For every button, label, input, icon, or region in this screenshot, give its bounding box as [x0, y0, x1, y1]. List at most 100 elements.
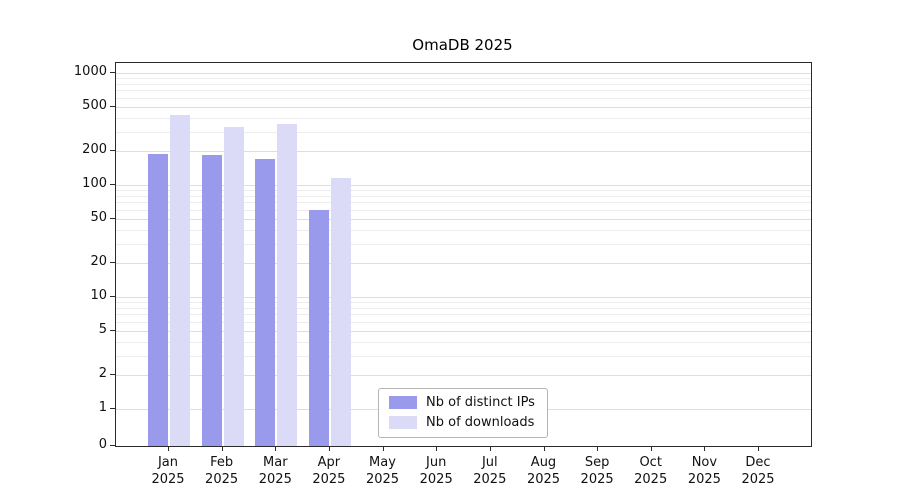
x-tick-year: 2025: [151, 472, 185, 488]
gridline: [116, 78, 811, 80]
gridline: [116, 355, 811, 357]
gridline: [116, 302, 811, 304]
x-tick-year: 2025: [687, 472, 721, 488]
y-tick-label-1: 1: [98, 400, 107, 415]
x-tick-label-nov: Nov 2025: [672, 454, 736, 488]
y-tickmark: [110, 408, 115, 409]
bar-nb-of-downloads-mar: [277, 124, 298, 446]
y-tickmark: [110, 72, 115, 73]
x-tick-month: Nov: [691, 455, 718, 470]
gridline: [116, 307, 811, 309]
x-tickmark: [650, 446, 652, 451]
x-tick-month: Jul: [481, 455, 498, 470]
plot-area: [115, 62, 812, 447]
y-tickmark: [110, 150, 115, 152]
y-tick-label-10: 10: [90, 288, 107, 303]
x-tickmark: [168, 446, 169, 451]
x-tick-year: 2025: [258, 472, 292, 488]
y-tick-label-0: 0: [98, 437, 107, 452]
gridline: [116, 229, 811, 231]
gridline: [116, 341, 811, 343]
x-tickmark: [704, 446, 706, 451]
x-tickmark: [758, 446, 759, 451]
y-tickmark: [110, 217, 115, 219]
y-tickmark: [110, 184, 115, 185]
x-tick-year: 2025: [205, 472, 239, 488]
x-tick-year: 2025: [365, 472, 400, 488]
x-tick-year: 2025: [312, 472, 346, 488]
gridline: [116, 185, 811, 186]
x-tick-label-aug: Aug 2025: [512, 454, 576, 488]
gridline: [116, 131, 811, 133]
gridline: [116, 209, 811, 211]
gridline: [116, 243, 811, 245]
x-tick-label-jul: Jul 2025: [458, 454, 522, 488]
x-tick-month: Aug: [530, 455, 557, 470]
legend-label-downloads: Nb of downloads: [426, 415, 535, 430]
x-tick-year: 2025: [634, 472, 668, 488]
y-tick-label-500: 500: [82, 97, 107, 113]
x-tick-label-oct: Oct 2025: [619, 454, 683, 488]
gridline: [116, 190, 811, 192]
y-tickmark: [110, 296, 115, 297]
gridline: [116, 321, 811, 323]
legend-swatch-distinct-ips: [389, 396, 417, 409]
x-tickmark: [275, 446, 277, 451]
x-tickmark: [382, 446, 384, 451]
x-tickmark: [489, 446, 491, 451]
gridline: [116, 106, 811, 108]
y-tickmark: [110, 445, 115, 446]
x-tickmark: [221, 446, 223, 451]
y-tickmark: [110, 374, 115, 376]
bar-nb-of-downloads-apr: [330, 178, 351, 446]
y-tick-label-20: 20: [90, 254, 107, 270]
legend: Nb of distinct IPs Nb of downloads: [378, 388, 548, 438]
legend-label-distinct-ips: Nb of distinct IPs: [426, 395, 535, 410]
x-tick-month: Jan: [157, 455, 179, 470]
x-tickmark: [328, 446, 330, 451]
legend-item-distinct-ips: Nb of distinct IPs: [389, 395, 535, 410]
gridline: [116, 330, 811, 332]
x-tickmark: [597, 446, 599, 451]
x-tick-label-dec: Dec 2025: [726, 454, 790, 488]
x-tick-month: Mar: [263, 455, 288, 470]
gridline: [116, 195, 811, 197]
y-tick-label-5: 5: [98, 321, 107, 337]
y-tick-label-1000: 1000: [73, 64, 107, 79]
y-tick-label-50: 50: [90, 209, 107, 225]
chart-title: OmaDB 2025: [412, 36, 513, 54]
x-tick-month: Feb: [210, 455, 234, 470]
gridline: [116, 73, 811, 74]
bar-nb-of-distinct-ips-apr: [308, 209, 329, 446]
x-tick-month: Dec: [745, 455, 771, 470]
x-tick-label-apr: Apr 2025: [297, 454, 361, 488]
gridline: [116, 117, 811, 119]
x-tickmark: [436, 446, 438, 451]
x-tick-month: Jun: [426, 455, 447, 470]
x-tick-label-jan: Jan 2025: [136, 454, 200, 488]
bar-nb-of-distinct-ips-jan: [148, 153, 168, 446]
x-tick-month: Oct: [639, 455, 662, 470]
y-tick-label-200: 200: [82, 142, 107, 158]
bar-nb-of-distinct-ips-feb: [201, 155, 222, 446]
x-tick-label-jun: Jun 2025: [404, 454, 468, 488]
gridline: [116, 90, 811, 92]
x-tick-month: Apr: [317, 455, 341, 470]
gridline: [116, 263, 811, 265]
legend-item-downloads: Nb of downloads: [389, 415, 535, 430]
y-tickmark: [110, 329, 115, 331]
gridline: [116, 218, 811, 220]
x-tick-label-feb: Feb 2025: [190, 454, 254, 488]
x-tick-year: 2025: [741, 472, 775, 488]
bar-nb-of-downloads-jan: [170, 115, 190, 446]
legend-swatch-downloads: [389, 416, 417, 429]
y-tick-label-100: 100: [82, 176, 107, 191]
x-tick-year: 2025: [526, 472, 561, 488]
gridline: [116, 151, 811, 153]
x-tickmark: [543, 446, 545, 451]
bar-nb-of-downloads-feb: [223, 126, 244, 446]
x-tick-label-mar: Mar 2025: [243, 454, 307, 488]
x-tick-year: 2025: [580, 472, 614, 488]
x-tick-label-may: May 2025: [351, 454, 415, 488]
